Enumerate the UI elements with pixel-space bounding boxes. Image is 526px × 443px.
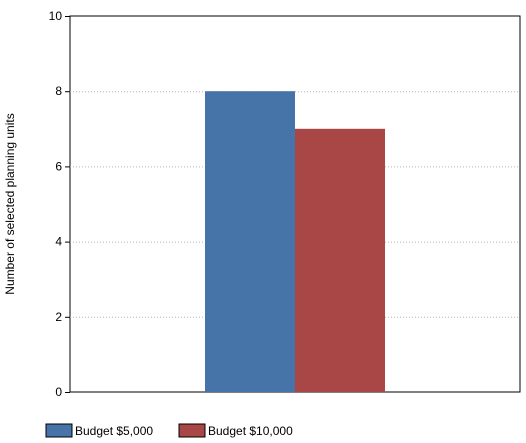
y-tick-label: 0	[55, 385, 62, 399]
y-tick-label: 8	[55, 84, 62, 98]
legend-label-2: Budget $10,000	[208, 424, 293, 438]
y-tick-label: 2	[55, 310, 62, 324]
y-tick-label: 4	[55, 235, 62, 249]
legend-swatch-2	[178, 423, 206, 438]
legend-swatch-1	[45, 423, 73, 438]
legend-label-1: Budget $5,000	[75, 424, 153, 438]
y-axis-title: Number of selected planning units	[3, 113, 17, 294]
bars	[205, 91, 385, 393]
bar-series-1	[205, 91, 295, 392]
y-tick-label: 6	[55, 159, 62, 173]
plot-area: 0 2 4 6 8 10	[49, 9, 521, 399]
bar-series-2	[295, 128, 385, 393]
legend: Budget $5,000 Budget $10,000	[45, 423, 293, 438]
y-axis-ticks: 0 2 4 6 8 10	[49, 9, 70, 399]
y-tick-label: 10	[49, 9, 63, 23]
